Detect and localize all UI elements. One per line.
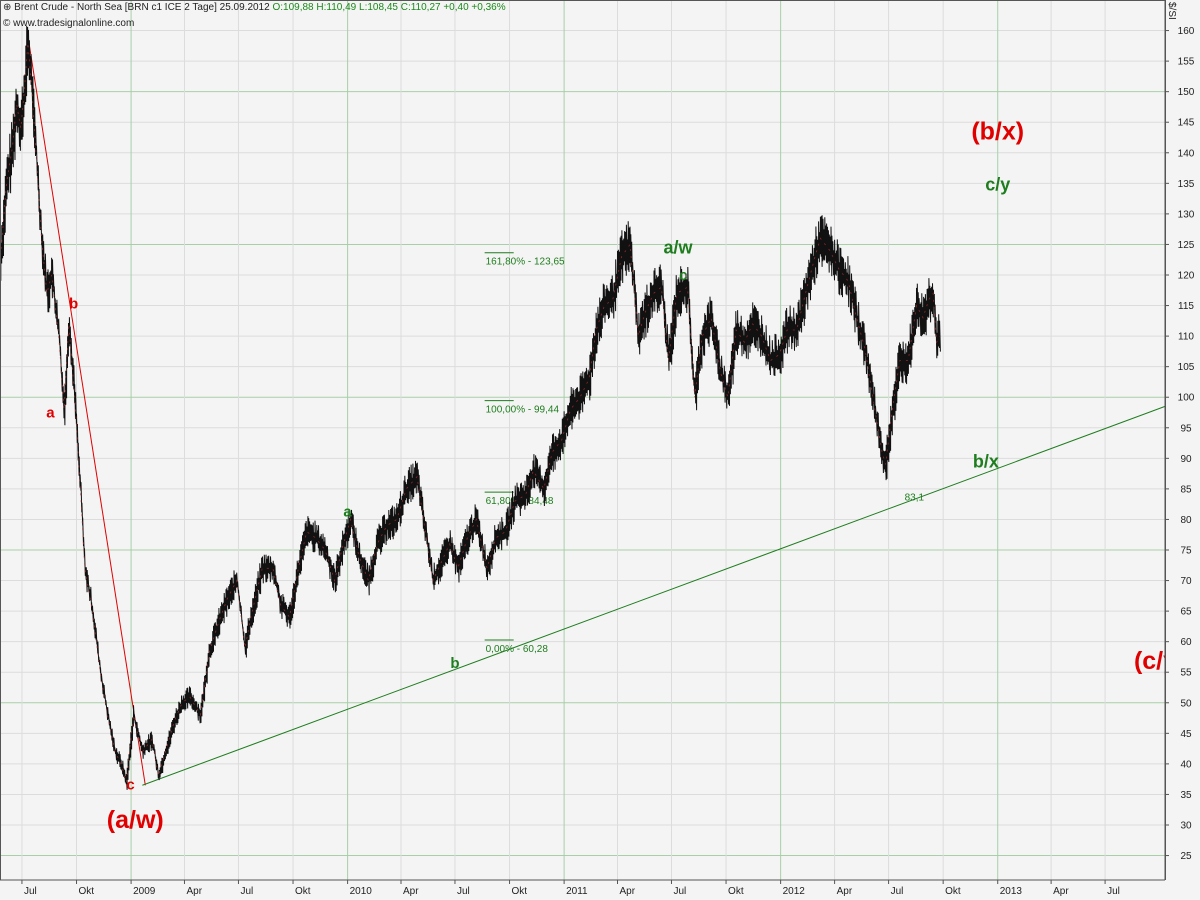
ohlc-values: O:109,88 H:110,49 L:108,45 — [272, 2, 398, 13]
unit-label: $/SI — [1166, 2, 1177, 20]
x-tick-label: Okt — [728, 886, 744, 897]
y-tick-label: 145 — [1178, 118, 1195, 129]
y-tick-label: 65 — [1180, 607, 1192, 618]
x-tick-label: 2009 — [133, 886, 156, 897]
expand-icon[interactable]: ⊕ — [3, 2, 12, 13]
wave-label: a — [343, 503, 352, 520]
wave-label: b — [69, 296, 78, 313]
x-tick-label: Okt — [295, 886, 311, 897]
x-tick-label: 2010 — [350, 886, 373, 897]
y-tick-label: 75 — [1180, 546, 1192, 557]
source-credit: © www.tradesignalonline.com — [3, 18, 135, 29]
y-tick-label: 85 — [1180, 484, 1192, 495]
y-tick-label: 130 — [1178, 209, 1195, 220]
x-tick-label: Jul — [240, 886, 253, 897]
y-tick-label: 50 — [1180, 698, 1192, 709]
y-tick-label: 30 — [1180, 821, 1192, 832]
wave-label: c — [126, 777, 134, 794]
y-axis-panel — [1165, 0, 1200, 900]
y-tick-label: 155 — [1178, 57, 1195, 68]
wave-label: c — [679, 267, 687, 284]
y-tick-label: 100 — [1178, 393, 1195, 404]
x-tick-label: Apr — [1053, 886, 1069, 897]
trendlines: 83,1 — [27, 39, 1166, 786]
wave-label: b — [450, 655, 459, 672]
wave-label: a/w — [663, 238, 693, 258]
trendline-value-label: 83,1 — [905, 493, 925, 504]
x-tick-label: Apr — [186, 886, 202, 897]
grid — [0, 0, 1165, 880]
x-tick-label: Jul — [891, 886, 904, 897]
chart-header: ⊕ Brent Crude - North Sea [BRN c1 ICE 2 … — [3, 2, 506, 13]
wave-label: (a/w) — [107, 806, 164, 834]
y-tick-label: 40 — [1180, 759, 1192, 770]
change-values: C:110,27 +0,40 +0,36% — [400, 2, 506, 13]
y-tick-label: 70 — [1180, 576, 1192, 587]
y-tick-label: 125 — [1178, 240, 1195, 251]
x-tick-label: Jul — [673, 886, 686, 897]
x-tick-label: Jul — [457, 886, 470, 897]
y-tick-label: 105 — [1178, 362, 1195, 373]
wave-label: c/y — [985, 175, 1010, 195]
wave-label: a — [46, 404, 55, 421]
x-tick-label: Jul — [24, 886, 37, 897]
instrument-title: Brent Crude - North Sea [BRN c1 ICE 2 Ta… — [14, 2, 270, 13]
y-tick-label: 120 — [1178, 271, 1195, 282]
support-trendline — [142, 405, 1166, 786]
x-tick-label: Apr — [837, 886, 853, 897]
wave-label: b/x — [973, 452, 999, 472]
decline-trendline — [27, 39, 146, 786]
x-tick-label: 2012 — [783, 886, 806, 897]
y-tick-label: 60 — [1180, 637, 1192, 648]
x-tick-label: Apr — [403, 886, 419, 897]
x-tick-label: Apr — [619, 886, 635, 897]
x-tick-label: 2013 — [1000, 886, 1023, 897]
y-tick-label: 35 — [1180, 790, 1192, 801]
y-tick-label: 90 — [1180, 454, 1192, 465]
y-axis: 25 30 35 40 45 50 55 60 65 70 75 80 85 90 95 100 105 110 1… — [1165, 26, 1195, 862]
x-axis: Jul Okt 2009 Apr Jul Okt 2010 Apr Jul Okt 2011 Apr J… — [21, 880, 1120, 897]
fib-level-label: 100,00% - 99,44 — [486, 405, 560, 416]
y-tick-label: 45 — [1180, 729, 1192, 740]
x-tick-label: Okt — [79, 886, 95, 897]
y-tick-label: 150 — [1178, 87, 1195, 98]
y-tick-label: 95 — [1180, 423, 1192, 434]
price-series — [0, 25, 941, 790]
y-tick-label: 135 — [1178, 179, 1195, 190]
fib-level-label: 0,00% - 60,28 — [486, 644, 549, 655]
y-tick-label: 140 — [1178, 148, 1195, 159]
wave-label: (b/x) — [971, 117, 1024, 145]
y-tick-label: 115 — [1178, 301, 1194, 312]
y-tick-label: 80 — [1180, 515, 1192, 526]
x-tick-label: Okt — [945, 886, 961, 897]
y-tick-label: 55 — [1180, 668, 1192, 679]
y-tick-label: 25 — [1180, 851, 1192, 862]
fib-level-label: 161,80% - 123,65 — [486, 257, 565, 268]
y-tick-label: 160 — [1178, 26, 1195, 37]
x-tick-label: Okt — [512, 886, 528, 897]
x-tick-label: 2011 — [566, 886, 588, 897]
y-tick-label: 110 — [1178, 332, 1194, 343]
x-tick-label: Jul — [1107, 886, 1120, 897]
